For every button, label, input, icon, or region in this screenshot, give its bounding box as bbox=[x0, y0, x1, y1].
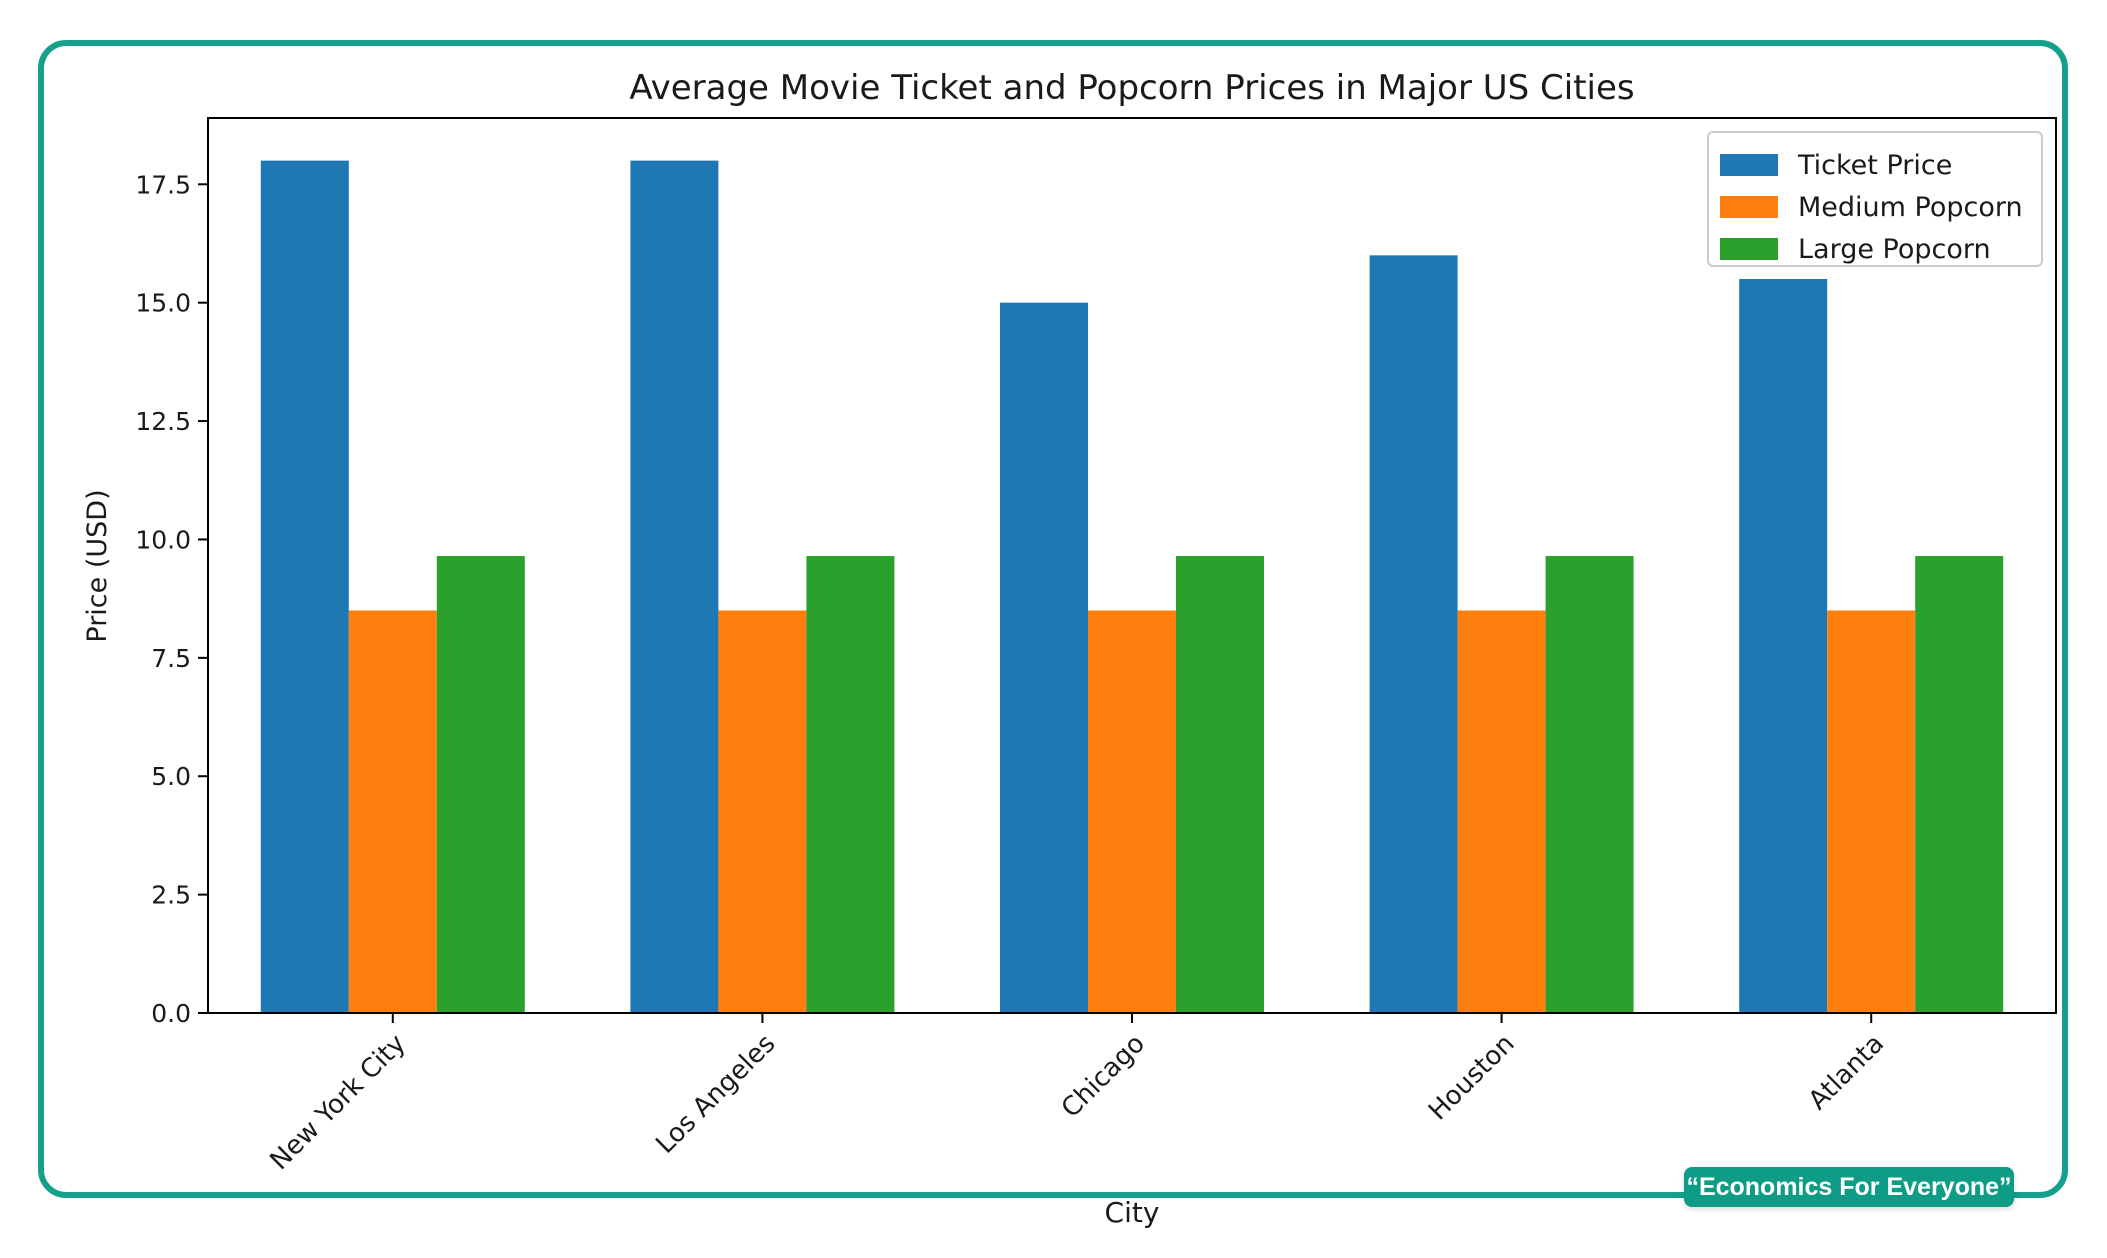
plot-area-frame bbox=[207, 117, 2057, 1014]
legend-swatch-medium-popcorn bbox=[1720, 196, 1778, 218]
legend: Ticket Price Medium Popcorn Large Popcorn bbox=[1707, 131, 2043, 267]
bars-group bbox=[260, 160, 2004, 1014]
chart-title: Average Movie Ticket and Popcorn Prices … bbox=[629, 68, 1634, 108]
legend-swatch-large-popcorn bbox=[1720, 238, 1778, 260]
y-tick-label-2: 5.0 bbox=[151, 762, 191, 791]
x-tick-label-0: New York City bbox=[264, 1029, 411, 1176]
bar-ticket-price-3 bbox=[1369, 255, 1458, 1013]
y-tick-label-0: 0.0 bbox=[151, 999, 191, 1028]
y-tick-label-6: 15.0 bbox=[135, 289, 191, 318]
bar-large-popcorn-4 bbox=[1915, 556, 2004, 1013]
x-ticks-group: New York City Los Angeles Chicago Houston At… bbox=[264, 1013, 1890, 1176]
bar-medium-popcorn-3 bbox=[1457, 610, 1546, 1013]
x-tick-label-2: Chicago bbox=[1056, 1029, 1151, 1124]
y-axis-label: Price (USD) bbox=[82, 489, 113, 642]
bar-large-popcorn-0 bbox=[436, 556, 525, 1013]
bar-medium-popcorn-1 bbox=[718, 610, 807, 1013]
x-axis-label: City bbox=[1105, 1196, 1160, 1229]
bar-ticket-price-2 bbox=[1000, 302, 1088, 1014]
legend-box bbox=[1707, 131, 2043, 267]
bar-large-popcorn-3 bbox=[1545, 556, 1634, 1013]
y-tick-label-1: 2.5 bbox=[151, 881, 191, 910]
y-tick-label-3: 7.5 bbox=[151, 644, 191, 673]
legend-label-large-popcorn: Large Popcorn bbox=[1798, 234, 1991, 265]
bar-large-popcorn-2 bbox=[1176, 556, 1264, 1013]
x-tick-label-3: Houston bbox=[1423, 1029, 1521, 1127]
y-ticks-group: 0.0 2.5 5.0 7.5 10.0 12.5 15.0 17.5 bbox=[135, 170, 208, 1028]
legend-swatch-ticket-price bbox=[1720, 154, 1778, 176]
bar-medium-popcorn-0 bbox=[348, 610, 437, 1013]
x-tick-label-1: Los Angeles bbox=[650, 1029, 781, 1160]
y-tick-label-7: 17.5 bbox=[135, 170, 191, 199]
bar-medium-popcorn-4 bbox=[1827, 610, 1916, 1013]
y-tick-label-4: 10.0 bbox=[135, 525, 191, 554]
brand-badge: “Economics For Everyone” bbox=[1684, 1167, 2014, 1207]
bar-ticket-price-1 bbox=[630, 160, 719, 1014]
bar-medium-popcorn-2 bbox=[1088, 610, 1176, 1013]
bar-ticket-price-0 bbox=[260, 160, 349, 1014]
legend-label-ticket-price: Ticket Price bbox=[1797, 150, 1952, 181]
bar-large-popcorn-1 bbox=[806, 556, 895, 1013]
bar-ticket-price-4 bbox=[1739, 279, 1828, 1014]
y-tick-label-5: 12.5 bbox=[135, 407, 191, 436]
legend-label-medium-popcorn: Medium Popcorn bbox=[1798, 192, 2023, 223]
x-tick-label-4: Atlanta bbox=[1803, 1029, 1890, 1116]
